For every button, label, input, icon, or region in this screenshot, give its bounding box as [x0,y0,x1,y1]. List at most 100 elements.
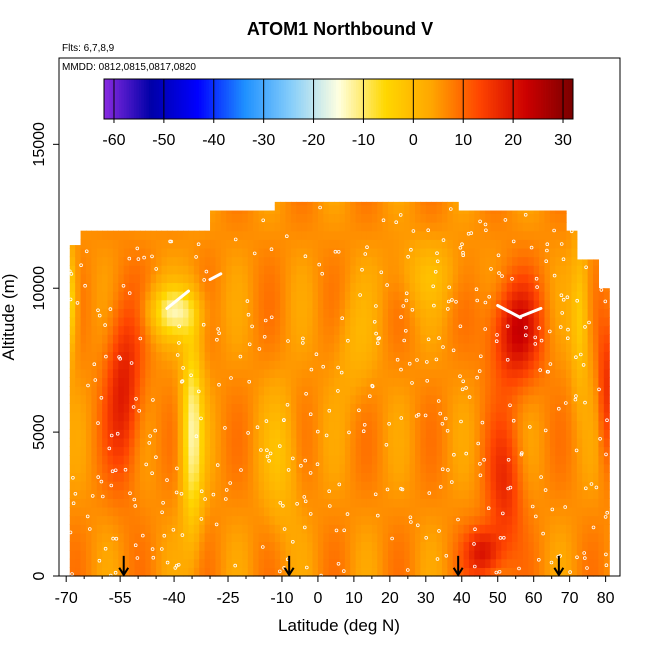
heatmap-cell [522,489,529,499]
heatmap-cell [253,291,260,301]
heatmap-cell [555,498,562,508]
heatmap-cell [355,360,362,370]
heatmap-cell [193,386,200,396]
heatmap-cell [441,291,448,301]
heatmap-cell [598,446,605,456]
heatmap-cell [544,481,551,491]
heatmap-cell [134,351,141,361]
flight-track-dots [68,205,609,578]
heatmap-cell [247,437,254,448]
heatmap-cell [334,463,341,473]
track-dot [304,391,308,396]
heatmap-cell [150,377,157,387]
heatmap-cell [415,420,422,430]
heatmap-cell [441,506,448,517]
heatmap-cell [156,325,163,335]
heatmap-cell [263,299,270,309]
heatmap-cell [350,317,357,327]
track-dot [506,486,511,491]
heatmap-cell [285,437,292,448]
heatmap-cell [436,368,443,379]
heatmap-cell [296,351,303,361]
heatmap-cell [576,420,583,430]
heatmap-cell [468,210,475,214]
track-dot [257,347,262,351]
heatmap-cell [501,515,508,525]
heatmap-cell [161,481,168,491]
heatmap-cell [539,351,546,361]
heatmap-cell [85,524,92,534]
heatmap-cell [506,273,513,284]
heatmap-cell [183,506,190,517]
heatmap-cell [479,342,486,353]
heatmap-cell [458,291,465,301]
heatmap-cell [269,351,276,361]
heatmap-cell [290,256,297,266]
heatmap-cell [404,550,411,560]
latitude-arrow-head [283,567,295,577]
heatmap-cell [334,437,341,448]
heatmap-cell [501,222,508,232]
track-dot [269,247,274,252]
heatmap-cell [193,325,200,335]
colorbar-segment [104,79,107,119]
heatmap-cell [102,472,109,482]
heatmap-cell [555,386,562,396]
heatmap-cell [188,420,195,430]
heatmap-cell [361,377,368,387]
track-dot [360,267,364,272]
heatmap-cell [404,506,411,517]
heatmap-cell [96,437,103,448]
heatmap-cell [479,437,486,448]
heatmap-cell [301,282,308,292]
heatmap-cell [474,213,481,223]
heatmap-cell [231,455,238,465]
track-dot [138,336,143,341]
heatmap-cell [123,282,130,292]
heatmap-cell [150,541,157,551]
heatmap-cell [220,515,227,525]
heatmap-cell [350,463,357,473]
heatmap-cell [485,325,492,335]
heatmap-cell [382,386,389,396]
heatmap-cell [253,567,260,577]
heatmap-cell [495,403,502,413]
heatmap-cell [598,317,605,327]
heatmap-cell [85,472,92,482]
heatmap-cell [242,463,249,473]
heatmap-cell [237,239,243,249]
heatmap-cell [593,403,600,413]
heatmap-cell [226,213,233,223]
heatmap-cell [96,334,103,344]
track-dot [97,558,102,563]
heatmap-cell [366,360,373,370]
heatmap-cell [145,247,152,258]
heatmap-cell [301,377,308,387]
heatmap-cell [204,455,211,465]
heatmap-cell [156,558,163,568]
heatmap-cell [560,317,567,327]
heatmap-cell [582,524,589,534]
heatmap-cell [334,472,341,482]
heatmap-cell [447,325,454,335]
heatmap-cell [75,550,82,560]
heatmap-cell [463,446,470,456]
track-dot [432,303,436,308]
heatmap-cell [263,210,270,214]
heatmap-cell [501,299,508,309]
heatmap-cell [339,446,346,456]
heatmap-cell [317,403,324,413]
track-dot [411,229,416,233]
heatmap-cell [382,308,389,318]
heatmap-cell [539,394,546,404]
heatmap-cell [334,282,341,292]
heatmap-cell [199,273,206,284]
heatmap-cell [96,567,103,577]
heatmap-cell [307,265,314,275]
heatmap-cell [458,403,465,413]
heatmap-cell [139,386,146,396]
colorbar-segment [281,79,285,119]
track-dot [135,556,140,560]
heatmap-cell [134,325,141,335]
heatmap-cell [80,437,87,448]
